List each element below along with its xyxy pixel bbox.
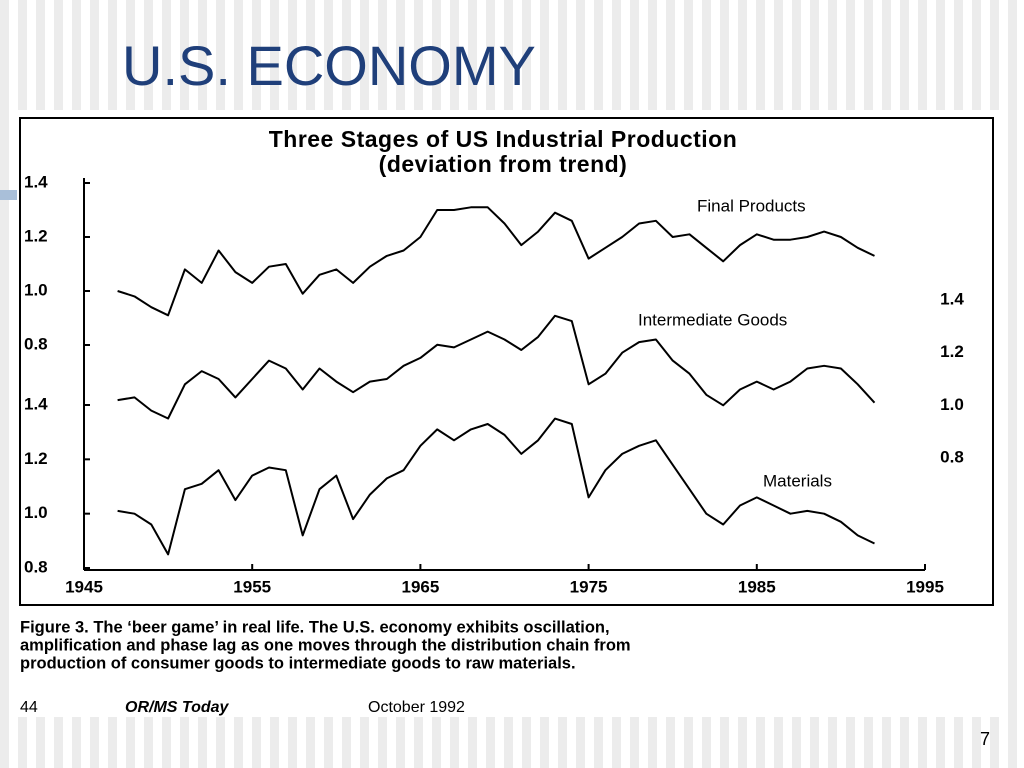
series-label: Final Products (697, 196, 806, 215)
y-tick-label: 0.8 (24, 334, 48, 353)
footer-journal: OR/MS Today (125, 699, 230, 716)
series-line (117, 206, 875, 317)
x-tick-label: 1975 (570, 577, 608, 596)
y-tick-label: 1.2 (24, 449, 48, 468)
y-tick-label: 1.2 (940, 342, 964, 361)
series-label: Intermediate Goods (638, 310, 787, 329)
caption-line: amplification and phase lag as one moves… (20, 636, 631, 654)
footer-page: 44 (20, 699, 38, 716)
series-line (117, 417, 875, 556)
x-tick-label: 1945 (65, 577, 103, 596)
caption-line: production of consumer goods to intermed… (20, 654, 576, 672)
y-tick-label: 1.4 (24, 394, 48, 413)
x-tick-label: 1965 (401, 577, 439, 596)
chart-subtitle: (deviation from trend) (379, 151, 628, 177)
x-tick-label: 1995 (906, 577, 944, 596)
slide-title: U.S. ECONOMY (122, 34, 536, 97)
chart-title: Three Stages of US Industrial Production (269, 126, 738, 152)
y-tick-label: 1.2 (24, 226, 48, 245)
y-tick-label: 1.0 (24, 503, 48, 522)
footer-date: October 1992 (368, 699, 465, 716)
y-tick-label: 0.8 (940, 447, 964, 466)
series-line (117, 314, 876, 420)
page-number: 7 (980, 729, 990, 749)
figure-image (17, 110, 1007, 717)
y-tick-label: 1.0 (24, 280, 48, 299)
caption-line: Figure 3. The ‘beer game’ in real life. … (20, 618, 610, 636)
y-tick-label: 1.4 (940, 289, 964, 308)
y-tick-label: 1.0 (940, 395, 964, 414)
y-tick-label: 1.4 (24, 172, 48, 191)
y-tick-label: 0.8 (24, 557, 48, 576)
x-tick-label: 1985 (738, 577, 776, 596)
accent (0, 190, 17, 200)
figure-frame (19, 117, 994, 606)
x-tick-label: 1955 (233, 577, 271, 596)
series-label: Materials (763, 471, 832, 490)
